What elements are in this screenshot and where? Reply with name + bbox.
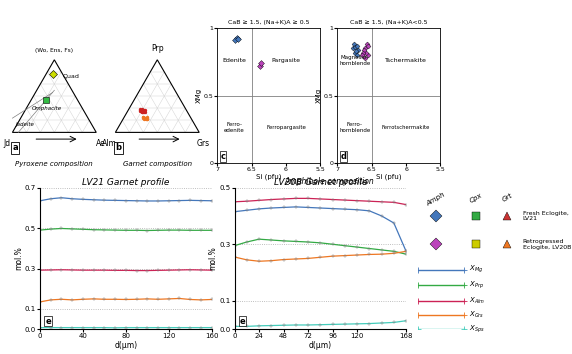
Text: Cpx: Cpx [469,192,483,204]
Text: Edenite: Edenite [223,58,247,63]
Text: Ae: Ae [96,139,105,148]
X-axis label: Si (pfu): Si (pfu) [376,173,402,180]
Text: $X_{Prp}$: $X_{Prp}$ [468,280,483,291]
Y-axis label: mol.%: mol.% [209,246,218,270]
Y-axis label: XMg: XMg [196,88,202,103]
Text: Grt: Grt [501,192,514,202]
Text: Alm: Alm [102,139,117,148]
Text: Pyroxene composition: Pyroxene composition [15,161,93,167]
Text: Grs: Grs [197,139,210,148]
Text: $X_{Grs}$: $X_{Grs}$ [468,310,484,320]
Text: Magnesio-
hornblende: Magnesio- hornblende [339,55,370,66]
Text: Amph: Amph [426,192,447,207]
Text: (Wo, Ens, Fs): (Wo, Ens, Fs) [35,48,73,53]
Text: Amphibole composition: Amphibole composition [284,177,374,186]
Text: Garnet composition: Garnet composition [123,161,192,167]
Text: Ferrotschermakite: Ferrotschermakite [382,125,430,130]
Text: d: d [340,152,347,161]
Text: Pargasite: Pargasite [272,58,300,63]
X-axis label: Si (pfu): Si (pfu) [256,173,281,180]
Text: Retrogressed
Eclogite, LV20B: Retrogressed Eclogite, LV20B [523,239,571,250]
Text: b: b [116,143,121,152]
Text: $X_{Mg}$: $X_{Mg}$ [468,264,483,275]
Title: CaB ≥ 1.5, (Na+K)A ≥ 0.5: CaB ≥ 1.5, (Na+K)A ≥ 0.5 [228,20,309,25]
Text: Ferro-
edenite: Ferro- edenite [224,122,245,133]
Text: Prp: Prp [151,44,164,53]
X-axis label: d(μm): d(μm) [114,341,137,350]
Text: Omphacite: Omphacite [31,107,62,112]
Text: Fresh Eclogite,
LV21: Fresh Eclogite, LV21 [523,211,569,221]
X-axis label: d(μm): d(μm) [309,341,332,350]
Text: Jadeite: Jadeite [16,121,35,126]
Text: Tschermakite: Tschermakite [385,58,427,63]
Text: Ferro-
hornblende: Ferro- hornblende [339,122,370,133]
Text: $X_{Alm}$: $X_{Alm}$ [468,296,484,306]
Text: e: e [240,316,245,326]
Text: a: a [13,143,18,152]
Title: LV21 Garnet profile: LV21 Garnet profile [82,178,169,187]
Text: c: c [220,152,225,161]
Title: LV20B Garnet profile: LV20B Garnet profile [273,178,367,187]
Text: Ferropargasite: Ferropargasite [266,125,306,130]
Title: CaB ≥ 1.5, (Na+K)A<0.5: CaB ≥ 1.5, (Na+K)A<0.5 [350,20,428,25]
Y-axis label: XMg: XMg [316,88,322,103]
Text: Jd: Jd [3,139,10,148]
Text: Quad: Quad [63,73,80,78]
Y-axis label: mol.%: mol.% [14,246,23,270]
Text: e: e [45,316,51,326]
Text: $X_{Sps}$: $X_{Sps}$ [468,324,484,335]
